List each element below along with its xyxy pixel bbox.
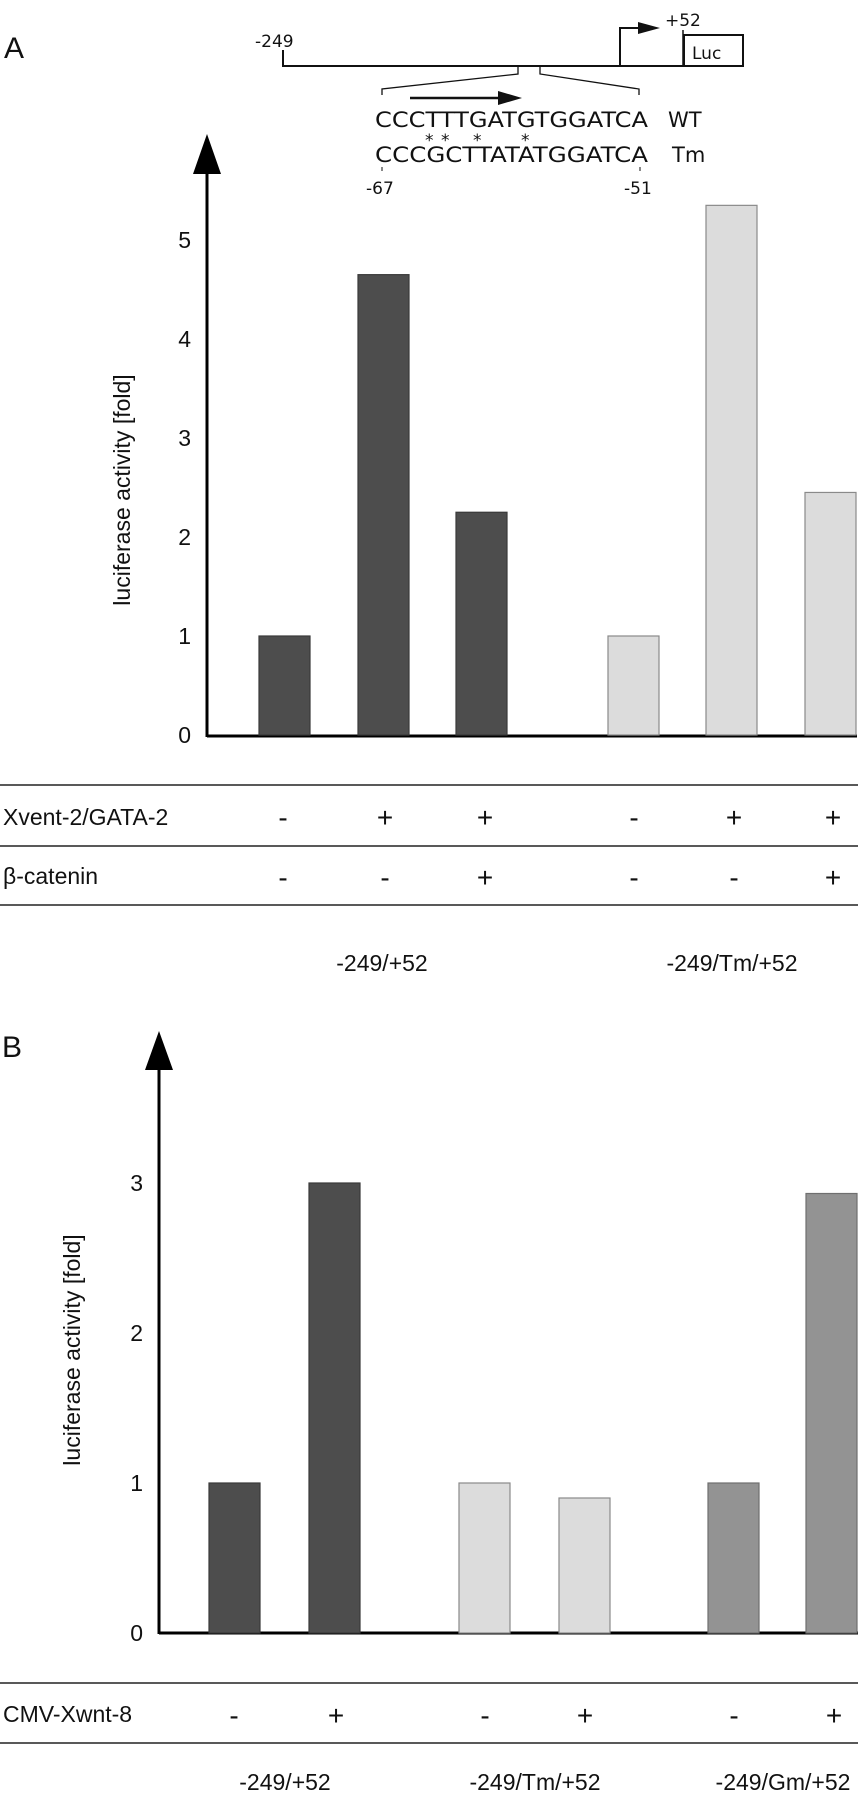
minus-sign: - — [278, 862, 287, 893]
chart-b: luciferase activity [fold] 0 1 2 3 — [59, 1031, 858, 1646]
mutation-mark: * — [441, 131, 450, 151]
bar — [357, 274, 410, 736]
plus-sign: + — [825, 862, 841, 893]
y-tick-label: 3 — [130, 1170, 143, 1196]
bar — [258, 635, 311, 736]
bar — [705, 204, 758, 736]
group-label: -249/Gm/+52 — [716, 1769, 851, 1795]
group-label: -249/+52 — [239, 1769, 330, 1795]
y-tick-label: 1 — [130, 1470, 143, 1496]
y-tick-label: 2 — [178, 524, 191, 550]
panel-b-letter: B — [2, 1031, 22, 1064]
tss-arrow-stem — [619, 27, 640, 66]
plus-sign: + — [577, 1700, 593, 1731]
y-tick-label: 1 — [178, 623, 191, 649]
minus-sign: - — [629, 802, 638, 833]
mutation-mark: * — [425, 131, 434, 151]
bar — [308, 1182, 361, 1634]
luc-label: Luc — [692, 44, 721, 64]
promoter-end-label: +52 — [665, 11, 701, 31]
plus-sign: + — [477, 862, 493, 893]
mutation-mark: * — [473, 131, 482, 151]
row-label-beta-catenin: β-catenin — [3, 863, 98, 889]
plus-sign: + — [328, 1700, 344, 1731]
bar — [558, 1497, 611, 1634]
plus-sign: + — [826, 1700, 842, 1731]
minus-sign: - — [729, 1700, 738, 1731]
wt-sequence: CCCTTTGATGTGGATCA — [375, 108, 649, 132]
binding-site-arrow-icon — [498, 91, 522, 105]
minus-sign: - — [380, 862, 389, 893]
condition-table-a: Xvent-2/GATA-2 β-catenin - + + - + + - - + - - + -2… — [0, 784, 858, 976]
plus-sign: + — [825, 802, 841, 833]
bar — [804, 491, 857, 736]
y-axis-label: luciferase activity [fold] — [109, 374, 135, 605]
chart-a: luciferase activity [fold] 0 1 2 3 4 5 — [109, 134, 857, 748]
minus-sign: - — [480, 1700, 489, 1731]
seq-end-label: -51 — [624, 179, 652, 199]
minus-sign: - — [278, 802, 287, 833]
group-label: -249/+52 — [336, 950, 427, 976]
minus-sign: - — [229, 1700, 238, 1731]
bar — [458, 1482, 511, 1634]
y-axis-arrow-icon — [145, 1031, 173, 1070]
plus-sign: + — [477, 802, 493, 833]
zoom-bracket-left — [381, 66, 519, 95]
group-label: -249/Tm/+52 — [666, 950, 797, 976]
minus-sign: - — [729, 862, 738, 893]
mutation-mark: * — [521, 131, 530, 151]
row-label-xvent2-gata2: Xvent-2/GATA-2 — [3, 804, 168, 830]
y-tick-label: 0 — [178, 722, 191, 748]
y-tick-label: 0 — [130, 1620, 143, 1646]
panel-a-letter: A — [4, 32, 24, 65]
bar — [805, 1192, 858, 1634]
tm-label: Tm — [671, 143, 705, 167]
promoter-construct-diagram: -249 +52 Luc CCCTTTGATGTGGATCA WT * * * … — [255, 11, 744, 199]
zoom-bracket-right — [539, 66, 640, 95]
luc-reporter-box — [683, 34, 744, 67]
row-label-cmv-xwnt8: CMV-Xwnt-8 — [3, 1701, 132, 1727]
group-label: -249/Tm/+52 — [469, 1769, 600, 1795]
y-tick-label: 5 — [178, 227, 191, 253]
bar — [707, 1482, 760, 1634]
minus-sign: - — [629, 862, 638, 893]
bar — [607, 635, 660, 736]
tm-sequence: CCCGCTTATATGGATCA — [375, 143, 649, 167]
y-tick-label: 4 — [178, 326, 191, 352]
y-tick-label: 3 — [178, 425, 191, 451]
tss-arrow-icon — [638, 22, 660, 34]
y-axis-label: luciferase activity [fold] — [59, 1234, 85, 1465]
y-tick-label: 2 — [130, 1320, 143, 1346]
bar — [455, 511, 508, 736]
seq-start-label: -67 — [366, 179, 394, 199]
wt-label: WT — [668, 108, 702, 132]
condition-table-b: CMV-Xwnt-8 - + - + - + -249/+52 -249/Tm/+52 -… — [0, 1682, 858, 1795]
bar — [208, 1482, 261, 1634]
plus-sign: + — [726, 802, 742, 833]
plus-sign: + — [377, 802, 393, 833]
promoter-start-label: -249 — [255, 32, 294, 52]
y-axis-arrow-icon — [193, 134, 221, 174]
